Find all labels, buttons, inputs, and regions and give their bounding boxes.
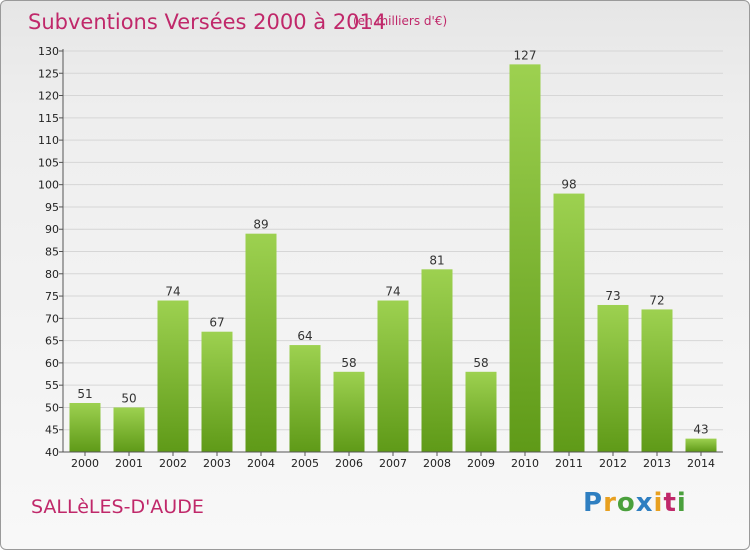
y-tick-label: 55 [45, 379, 59, 392]
logo-letter: o [616, 488, 636, 518]
x-tick-label: 2005 [291, 457, 319, 470]
value-label: 81 [429, 253, 444, 267]
x-tick-label: 2006 [335, 457, 363, 470]
bar-2011 [553, 193, 585, 453]
value-label: 74 [165, 285, 180, 299]
x-tick-label: 2013 [643, 457, 671, 470]
value-label: 50 [121, 391, 136, 405]
y-tick-label: 115 [38, 112, 59, 125]
bar-2005 [289, 345, 321, 452]
value-label: 72 [649, 293, 664, 307]
y-tick-label: 125 [38, 67, 59, 80]
bar-2008 [421, 269, 453, 452]
value-label: 74 [385, 285, 400, 299]
x-tick-label: 2011 [555, 457, 583, 470]
value-label: 98 [561, 178, 576, 192]
commune-name: SALLèLES-D'AUDE [31, 496, 204, 518]
bar-2001 [113, 407, 145, 452]
y-tick-label: 110 [38, 134, 59, 147]
value-label: 89 [253, 218, 268, 232]
proxiti-logo: Proxiti [583, 488, 687, 518]
bar-2012 [597, 304, 629, 452]
logo-letter: t [663, 488, 677, 518]
logo-letter: P [583, 488, 604, 518]
value-label: 58 [473, 356, 488, 370]
y-tick-label: 80 [45, 268, 59, 281]
bar-2014 [685, 438, 717, 452]
x-tick-label: 2004 [247, 457, 275, 470]
value-label: 73 [605, 289, 620, 303]
y-tick-label: 40 [45, 446, 59, 459]
value-label: 43 [693, 423, 708, 437]
y-tick-label: 105 [38, 156, 59, 169]
bar-2000 [69, 402, 101, 452]
value-label: 58 [341, 356, 356, 370]
bar-2009 [465, 371, 497, 452]
logo-letter: x [635, 488, 654, 518]
x-tick-label: 2008 [423, 457, 451, 470]
value-label: 51 [77, 387, 92, 401]
x-tick-label: 2012 [599, 457, 627, 470]
y-tick-label: 60 [45, 357, 59, 370]
y-tick-label: 65 [45, 335, 59, 348]
y-tick-label: 75 [45, 290, 59, 303]
y-tick-label: 100 [38, 179, 59, 192]
y-tick-label: 85 [45, 246, 59, 259]
value-label: 127 [514, 48, 537, 62]
chart-title: Subventions Versées 2000 à 2014 [28, 10, 387, 34]
unit-note: (en milliers d'€) [353, 14, 448, 28]
y-tick-label: 95 [45, 201, 59, 214]
x-tick-label: 2010 [511, 457, 539, 470]
y-tick-label: 120 [38, 90, 59, 103]
y-tick-label: 70 [45, 312, 59, 325]
y-tick-label: 50 [45, 401, 59, 414]
bar-2010 [509, 64, 541, 452]
logo-letter: i [676, 488, 687, 518]
value-label: 67 [209, 316, 224, 330]
x-tick-label: 2009 [467, 457, 495, 470]
logo-letter: i [653, 488, 664, 518]
bars [69, 64, 717, 453]
bar-2004 [245, 233, 277, 452]
value-label: 64 [297, 329, 312, 343]
bar-2013 [641, 309, 673, 452]
bar-2007 [377, 300, 409, 452]
x-tick-label: 2014 [687, 457, 715, 470]
y-tick-label: 45 [45, 424, 59, 437]
x-tick-label: 2002 [159, 457, 187, 470]
x-tick-label: 2003 [203, 457, 231, 470]
bar-2002 [157, 300, 189, 452]
labels: 51 50 74 67 89 64 58 74 81 58 127 98 73 72 43 [77, 48, 708, 436]
bar-2006 [333, 371, 365, 452]
x-tick-label: 2007 [379, 457, 407, 470]
y-tick-label: 130 [38, 45, 59, 58]
x-tick-label: 2000 [71, 457, 99, 470]
logo-letter: r [603, 488, 617, 518]
axes: 40 45 50 55 60 65 70 75 80 85 90 95 100 105 110 115 120 1… [38, 45, 723, 470]
x-tick-label: 2001 [115, 457, 143, 470]
y-tick-label: 90 [45, 223, 59, 236]
bar-2003 [201, 331, 233, 452]
